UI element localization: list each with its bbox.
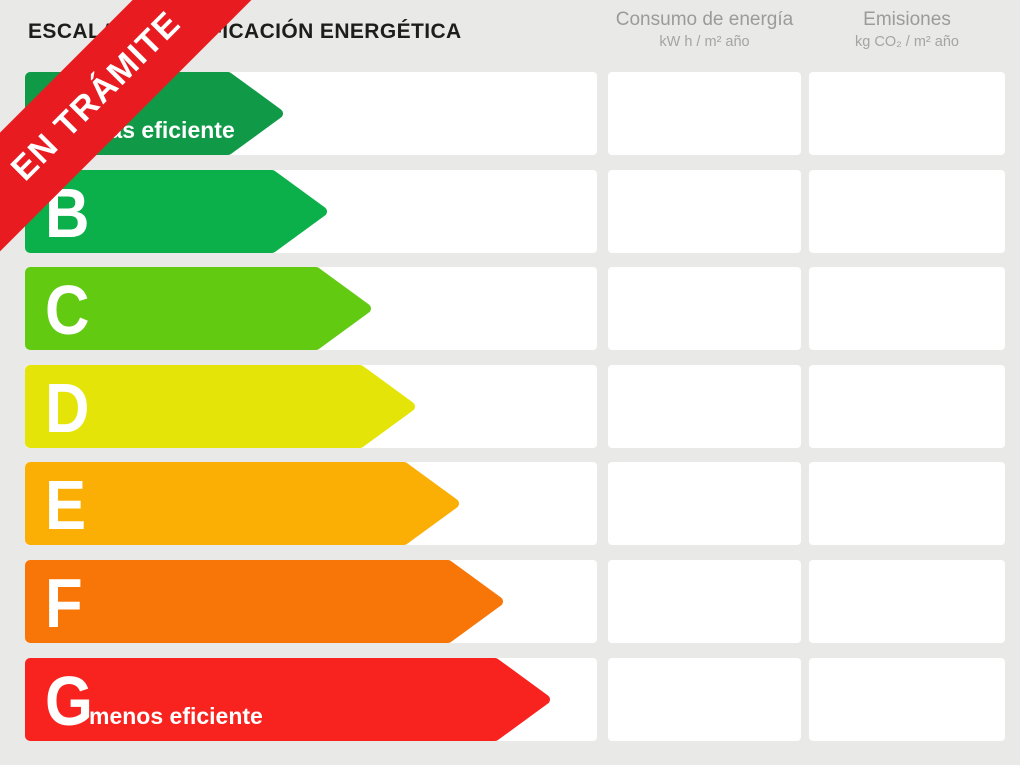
rating-row-b: B [25,169,1005,253]
rating-arrow-f [25,559,503,643]
consumo-label: Consumo de energía [615,9,794,30]
emisiones-value-cell [809,364,1005,448]
rating-letter: C [45,271,90,350]
emisiones-value-cell [809,462,1005,546]
rating-row-a: Amás eficiente [25,72,1005,155]
consumo-unit: kW h / m² año [659,33,750,50]
emisiones-label: Emisiones [863,9,951,30]
rating-row-d: D [25,364,1005,448]
column-header-emisiones: Emisiones kg CO₂ / m² año [809,8,1005,52]
consumo-value-cell [608,462,801,546]
rating-letter: F [45,563,83,642]
rating-arrow-c [25,267,371,351]
rating-arrow-d [25,364,415,448]
rating-letter: G [45,661,93,740]
consumo-value-cell [608,657,801,741]
column-header-consumo: Consumo de energía kW h / m² año [608,8,801,52]
emisiones-value-cell [809,267,1005,351]
rating-row-c: C [25,267,1005,351]
consumo-value-cell [608,267,801,351]
rating-letter: E [45,466,87,545]
emisiones-unit: kg CO₂ / m² año [855,33,959,50]
rating-row-e: E [25,462,1005,546]
consumo-value-cell [608,364,801,448]
consumo-value-cell [608,72,801,155]
rating-arrow-b [25,169,327,253]
rating-row-f: F [25,559,1005,643]
emisiones-value-cell [809,72,1005,155]
rating-arrow-g [25,657,550,741]
emisiones-value-cell [809,169,1005,253]
consumo-value-cell [608,559,801,643]
rating-arrow-e [25,462,459,546]
emisiones-value-cell [809,559,1005,643]
consumo-value-cell [608,169,801,253]
emisiones-value-cell [809,657,1005,741]
efficiency-note: menos eficiente [89,702,263,729]
rating-letter: D [45,368,90,447]
